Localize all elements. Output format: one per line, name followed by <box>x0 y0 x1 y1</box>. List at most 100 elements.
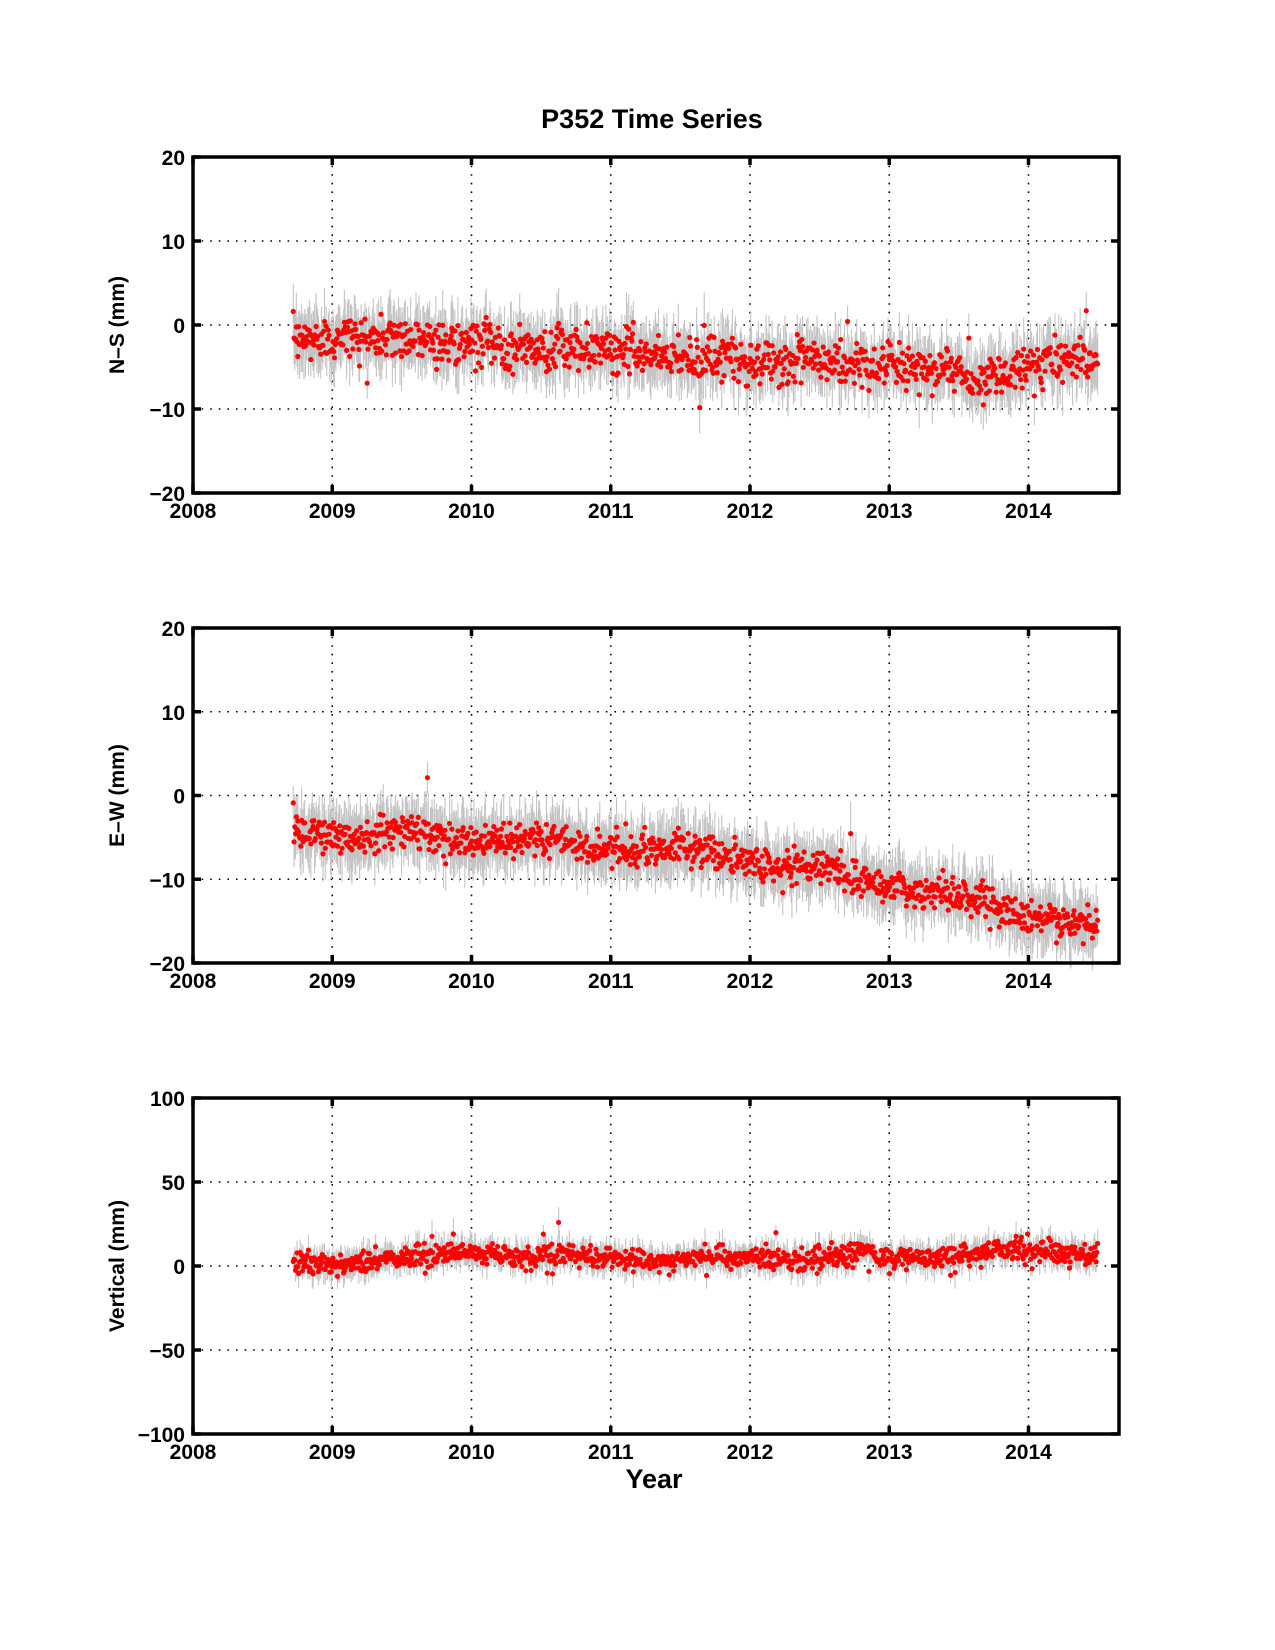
ns-points <box>290 308 1101 411</box>
data-point <box>857 372 863 378</box>
data-point <box>1028 897 1034 904</box>
data-point <box>519 849 525 856</box>
data-point <box>835 345 842 351</box>
data-point <box>848 881 854 887</box>
data-point <box>841 888 848 894</box>
data-point <box>514 825 520 831</box>
data-point <box>862 348 868 354</box>
data-point <box>1082 347 1088 353</box>
data-point <box>384 336 390 343</box>
data-point <box>617 347 623 353</box>
data-point <box>491 839 498 845</box>
data-point <box>356 346 362 353</box>
data-point <box>1012 384 1018 390</box>
data-point <box>620 850 627 856</box>
data-point <box>777 872 784 878</box>
data-point <box>543 821 550 828</box>
data-point <box>308 356 314 363</box>
data-point <box>575 367 582 374</box>
data-point <box>417 846 423 852</box>
data-point <box>891 359 897 365</box>
data-point <box>597 833 603 839</box>
data-point <box>373 840 379 846</box>
data-point <box>851 380 858 386</box>
data-point <box>658 846 665 853</box>
data-point <box>1055 371 1061 377</box>
data-point <box>412 338 418 344</box>
data-point <box>880 353 887 360</box>
data-point <box>517 321 523 327</box>
data-point <box>635 354 641 360</box>
data-point <box>640 848 646 854</box>
data-point <box>1060 907 1066 913</box>
data-point <box>523 359 530 365</box>
data-point <box>526 841 532 847</box>
data-point <box>968 914 974 920</box>
data-point <box>1007 373 1013 380</box>
data-point <box>818 374 824 380</box>
data-point <box>639 832 646 838</box>
data-point <box>768 376 774 382</box>
data-point <box>726 848 732 854</box>
data-point <box>571 346 577 352</box>
data-point <box>531 351 537 357</box>
data-point <box>514 356 520 363</box>
data-point <box>634 363 640 369</box>
data-point <box>1005 906 1012 913</box>
data-point <box>340 342 346 348</box>
data-point <box>950 874 956 880</box>
data-point <box>986 364 992 370</box>
data-point <box>793 360 800 366</box>
data-point <box>543 358 549 364</box>
data-point <box>938 354 944 360</box>
data-point <box>711 847 717 853</box>
data-point <box>736 366 742 372</box>
data-point <box>975 378 981 384</box>
data-point <box>567 339 573 346</box>
data-point <box>504 833 510 840</box>
data-point <box>416 327 422 333</box>
data-point <box>746 868 752 874</box>
data-point <box>988 906 994 912</box>
data-point <box>899 889 905 896</box>
data-point <box>1087 350 1093 356</box>
data-point <box>732 842 739 848</box>
data-point <box>793 880 800 887</box>
data-point <box>1038 379 1044 386</box>
ew-panel: 2008 2009 2010 2011 2012 2013 2014 −20 −10 0 10 20 E… <box>106 618 1121 993</box>
data-point <box>883 368 889 374</box>
data-point <box>781 366 787 372</box>
data-point <box>591 848 598 854</box>
data-point <box>302 820 308 826</box>
data-point <box>488 360 495 366</box>
data-point <box>667 364 673 370</box>
ew-y-axis-label: E–W (mm) <box>106 744 129 847</box>
data-point <box>915 892 922 898</box>
data-point <box>626 371 633 377</box>
data-point <box>627 862 633 868</box>
data-point <box>685 830 691 837</box>
data-point <box>390 835 396 841</box>
data-point <box>487 321 493 328</box>
data-point <box>501 356 507 362</box>
data-point <box>752 862 758 868</box>
data-point <box>611 849 617 855</box>
data-point <box>446 820 453 827</box>
data-point <box>794 332 800 338</box>
data-point <box>295 829 302 835</box>
data-point <box>1095 917 1101 923</box>
data-point <box>308 841 314 847</box>
data-point <box>970 390 976 396</box>
data-point <box>993 389 999 395</box>
data-point <box>944 348 951 354</box>
data-point <box>675 332 681 338</box>
data-point <box>816 367 822 373</box>
ew-error-bars <box>292 761 1099 971</box>
data-point <box>791 843 797 849</box>
data-point <box>459 330 465 336</box>
data-point <box>811 340 817 346</box>
data-point <box>835 856 841 862</box>
x-tick-label: 2009 <box>309 500 356 523</box>
data-point <box>876 868 882 874</box>
x-tick-label: 2011 <box>588 500 634 523</box>
